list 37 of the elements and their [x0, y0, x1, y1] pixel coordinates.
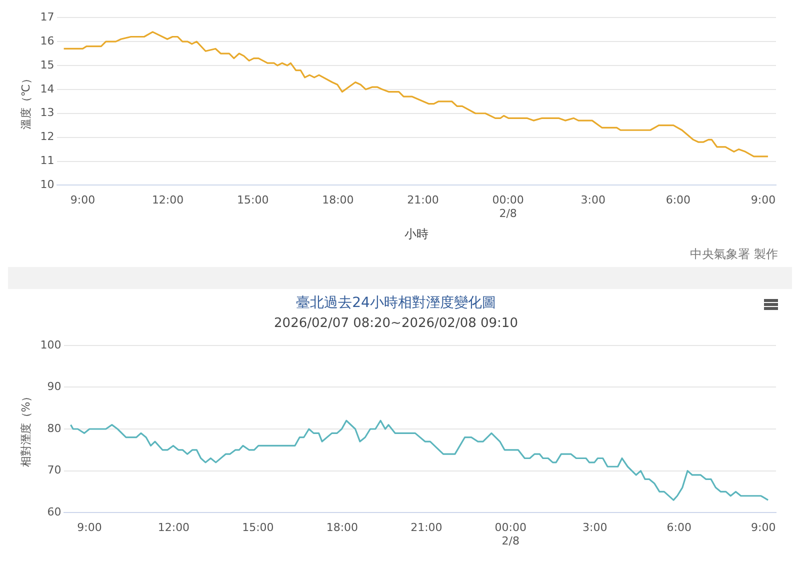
- x-tick-label: 6:00: [666, 194, 691, 207]
- y-tick-label: 11: [40, 154, 54, 168]
- x-tick-label: 9:00: [751, 521, 776, 534]
- y-axis-title: 相對溼度（%）: [19, 390, 32, 468]
- x-tick-label: 12:00: [152, 194, 184, 207]
- y-tick-label: 15: [40, 58, 54, 72]
- x-tick-label: 3:00: [582, 521, 608, 534]
- y-tick-label: 70: [47, 464, 62, 477]
- x-tick-label: 18:00: [322, 194, 354, 207]
- x-tick-label: 00:00 2/8: [494, 521, 527, 548]
- y-tick-label: 60: [47, 505, 62, 518]
- x-axis-title: 小時: [404, 226, 429, 241]
- chart-title: 臺北過去24小時相對溼度變化圖: [296, 295, 496, 312]
- x-tick-label: 18:00: [326, 521, 358, 534]
- y-tick-label: 12: [40, 130, 54, 144]
- x-tick-label: 21:00: [407, 194, 439, 207]
- text: 中央氣象署 製作: [689, 246, 779, 263]
- y-tick-label: 80: [47, 422, 62, 435]
- y-tick-label: 90: [47, 380, 62, 394]
- x-tick-label: 6:00: [666, 521, 692, 534]
- x-tick-label: 9:00: [70, 194, 96, 207]
- y-tick-label: 10: [40, 178, 54, 192]
- chart-subtitle: 2026/02/07 08:20~2026/02/08 09:10: [274, 316, 518, 331]
- x-tick-label: 12:00: [158, 521, 190, 534]
- x-tick-label: 9:00: [750, 194, 776, 207]
- y-tick-label: 13: [40, 106, 54, 120]
- x-tick-label: 9:00: [77, 521, 102, 534]
- y-tick-label: 100: [40, 338, 62, 352]
- x-tick-label: 15:00: [242, 521, 274, 534]
- x-tick-label: 3:00: [580, 194, 606, 207]
- x-tick-label: 00:00 2/8: [492, 194, 524, 220]
- y-tick-label: 16: [40, 34, 54, 48]
- y-tick-label: 14: [40, 82, 54, 96]
- x-tick-label: 15:00: [236, 194, 269, 207]
- y-tick-label: 17: [40, 10, 54, 24]
- y-axis-title: 溫度（℃）: [19, 73, 32, 130]
- x-tick-label: 21:00: [410, 521, 442, 534]
